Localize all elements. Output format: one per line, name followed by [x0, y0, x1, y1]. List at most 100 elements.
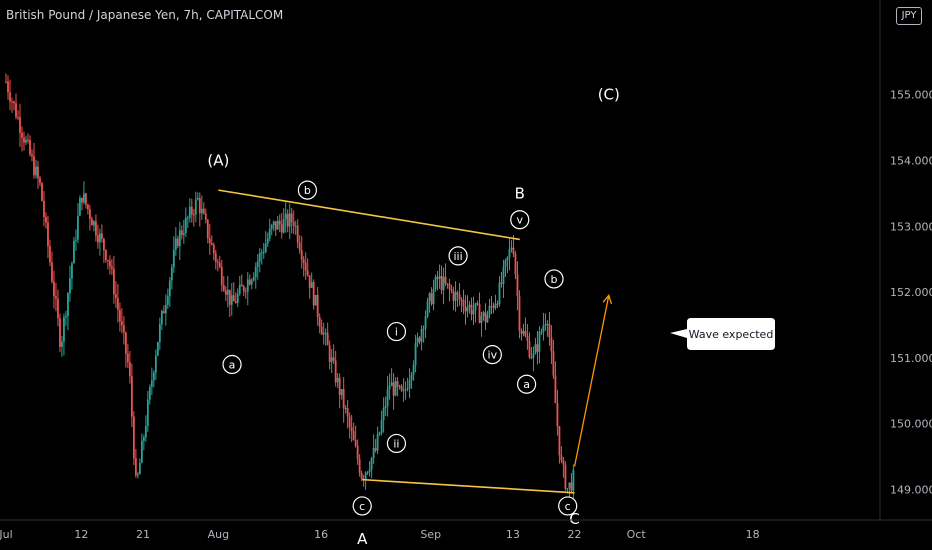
wave-label-circle [516, 374, 537, 394]
candle-body [504, 260, 507, 267]
wave-label: (C) [598, 86, 620, 104]
candle-body [478, 303, 481, 324]
candle-body [538, 331, 541, 352]
candle-body [404, 389, 407, 391]
candle-body [162, 311, 165, 314]
candle-body [21, 132, 23, 138]
candle-body [332, 357, 335, 361]
candle-body [224, 290, 227, 295]
candle-body [340, 389, 343, 395]
candle-body [150, 380, 153, 387]
candle-body [136, 474, 139, 476]
price-tick-label: 151.000 [890, 352, 932, 365]
candle-body [280, 224, 283, 233]
wave-label-circle [386, 433, 407, 454]
price-axis[interactable]: 148.000149.000150.000151.000152.000153.0… [879, 0, 932, 550]
candle-body [97, 235, 99, 243]
candle-body [480, 316, 483, 324]
chart-title: British Pound / Japanese Yen, 7h, CAPITA… [6, 8, 284, 22]
candle-body [234, 301, 237, 303]
candle-body [122, 325, 125, 333]
candle-body [53, 281, 55, 297]
projection-arrow [573, 295, 610, 467]
wave-label-circle [222, 354, 242, 375]
candle-body [468, 304, 471, 308]
candle-body [264, 243, 267, 252]
candle-body [430, 293, 433, 305]
candle-body [334, 360, 337, 383]
candle-body [256, 261, 259, 267]
candle-body [276, 220, 279, 230]
wave-label: b [304, 184, 311, 197]
candle-body [85, 193, 87, 205]
candle-body [178, 230, 181, 246]
candle-body [55, 296, 57, 299]
candle-body [296, 225, 299, 243]
candle-body [190, 206, 193, 215]
candle-body [526, 336, 529, 342]
candle-body [134, 458, 137, 476]
candle-body [550, 337, 553, 352]
candle-body [454, 292, 457, 301]
price-tick-label: 153.000 [890, 220, 932, 233]
candle-body [174, 238, 177, 250]
candle-body [462, 299, 465, 307]
candle-body [220, 266, 223, 285]
candle-body [390, 382, 393, 387]
candle-body [258, 253, 261, 262]
candle-body [470, 304, 473, 315]
wave-label: i [395, 326, 398, 339]
candle-body [566, 488, 569, 490]
candle-body [41, 183, 43, 201]
candle-body [110, 266, 113, 269]
candle-body [398, 386, 401, 388]
time-tick-label: Oct [627, 528, 647, 541]
candle-body [7, 81, 9, 93]
wave-label: a [523, 378, 530, 391]
candle-body [266, 238, 269, 244]
candle-body [236, 293, 239, 303]
wave-label: C [569, 510, 579, 528]
currency-badge[interactable]: JPY [896, 7, 922, 25]
candle-body [346, 407, 349, 417]
candle-body [244, 291, 247, 293]
candle-body [154, 355, 157, 373]
candle-body [204, 213, 207, 220]
candle-body [498, 282, 501, 305]
candle-body [95, 221, 97, 236]
wave-label: c [565, 500, 571, 513]
candle-body [132, 416, 135, 459]
candle-body [510, 247, 513, 250]
trendline [218, 189, 520, 241]
candle-body [61, 341, 63, 347]
candle-body [386, 389, 389, 407]
candle-body [104, 250, 107, 261]
candle-body [460, 299, 463, 301]
candle-body [474, 303, 477, 311]
candle-body [416, 337, 419, 343]
trendlines [218, 189, 613, 494]
candle-body [530, 357, 533, 359]
candle-body [384, 406, 387, 408]
candle-body [5, 81, 7, 83]
candle-body [534, 344, 537, 354]
price-tick-label: 152.000 [890, 286, 932, 299]
candle-body [308, 275, 311, 288]
candle-body [43, 200, 45, 217]
candle-body [248, 279, 251, 285]
candle-body [49, 246, 51, 263]
candle-body [172, 249, 175, 268]
candle-body [228, 289, 231, 305]
candle-body [11, 101, 13, 103]
candle-body [13, 101, 15, 104]
candle-body [272, 221, 275, 226]
candle-body [23, 137, 25, 143]
candle-body [65, 315, 67, 318]
candle-body [516, 274, 519, 297]
candle-body [302, 259, 305, 263]
candle-body [344, 407, 347, 409]
time-axis[interactable]: Jul 12 21 Aug 16 Sep 13 22 Oct 18 [0, 519, 932, 541]
candle-body [484, 312, 487, 323]
candle-body [158, 324, 161, 343]
